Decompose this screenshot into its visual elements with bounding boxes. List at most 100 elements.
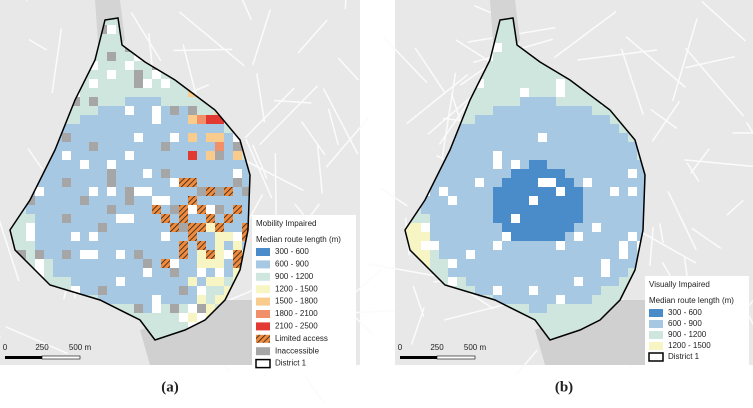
grid-cell bbox=[71, 187, 80, 196]
street bbox=[275, 153, 276, 224]
grid-cell bbox=[547, 277, 556, 286]
grid-cell bbox=[556, 232, 565, 241]
grid-cell bbox=[179, 223, 188, 232]
grid-cell bbox=[215, 214, 224, 223]
grid-cell bbox=[484, 250, 493, 259]
grid-cell bbox=[493, 223, 502, 232]
grid-cell bbox=[493, 70, 502, 79]
grid-cell bbox=[601, 259, 610, 268]
grid-cell bbox=[134, 277, 143, 286]
grid-cell bbox=[188, 241, 197, 250]
grid-cell bbox=[601, 151, 610, 160]
grid-cell bbox=[134, 79, 143, 88]
grid-cell bbox=[134, 61, 143, 70]
grid-cell bbox=[188, 187, 197, 196]
grid-cell bbox=[565, 124, 574, 133]
grid-cell bbox=[439, 250, 448, 259]
grid-cell bbox=[143, 232, 152, 241]
grid-cell bbox=[619, 151, 628, 160]
grid-cell bbox=[89, 178, 98, 187]
grid-cell bbox=[62, 169, 71, 178]
grid-cell bbox=[520, 142, 529, 151]
grid-cell bbox=[125, 88, 134, 97]
grid-cell bbox=[53, 241, 62, 250]
grid-cell bbox=[53, 277, 62, 286]
grid-cell bbox=[529, 160, 538, 169]
grid-cell bbox=[116, 250, 125, 259]
grid-cell bbox=[143, 250, 152, 259]
grid-cell bbox=[502, 286, 511, 295]
grid-cell bbox=[125, 241, 134, 250]
grid-cell bbox=[556, 178, 565, 187]
grid-cell bbox=[134, 196, 143, 205]
grid-cell bbox=[107, 61, 116, 70]
grid-cell bbox=[26, 250, 35, 259]
grid-cell bbox=[53, 268, 62, 277]
legend-label: District 1 bbox=[275, 359, 307, 368]
grid-cell bbox=[610, 268, 619, 277]
grid-cell bbox=[466, 250, 475, 259]
grid-cell bbox=[152, 160, 161, 169]
grid-cell bbox=[574, 241, 583, 250]
grid-cell bbox=[98, 205, 107, 214]
grid-cell bbox=[592, 250, 601, 259]
grid-cell bbox=[107, 205, 116, 214]
scale-label: 0 bbox=[398, 343, 403, 352]
grid-cell bbox=[215, 169, 224, 178]
grid-cell bbox=[179, 277, 188, 286]
grid-cell bbox=[161, 232, 170, 241]
grid-cell bbox=[565, 277, 574, 286]
grid-cell bbox=[583, 259, 592, 268]
grid-cell bbox=[161, 124, 170, 133]
grid-cell bbox=[143, 160, 152, 169]
grid-cell bbox=[592, 259, 601, 268]
grid-cell bbox=[224, 250, 233, 259]
grid-cell bbox=[565, 151, 574, 160]
grid-cell bbox=[206, 151, 215, 160]
grid-cell bbox=[233, 151, 242, 160]
grid-cell bbox=[116, 268, 125, 277]
grid-cell bbox=[475, 151, 484, 160]
grid-cell bbox=[574, 115, 583, 124]
grid-cell bbox=[493, 133, 502, 142]
grid-cell bbox=[511, 106, 520, 115]
grid-cell bbox=[502, 97, 511, 106]
grid-cell bbox=[547, 205, 556, 214]
grid-cell bbox=[44, 268, 53, 277]
grid-cell bbox=[502, 124, 511, 133]
grid-cell bbox=[547, 115, 556, 124]
grid-cell bbox=[484, 259, 493, 268]
grid-cell bbox=[125, 61, 134, 70]
grid-cell bbox=[601, 178, 610, 187]
grid-cell bbox=[143, 151, 152, 160]
grid-cell bbox=[628, 160, 637, 169]
grid-cell bbox=[179, 313, 188, 322]
grid-cell bbox=[89, 277, 98, 286]
grid-cell bbox=[143, 313, 152, 322]
grid-cell bbox=[116, 214, 125, 223]
grid-cell bbox=[107, 124, 116, 133]
grid-cell bbox=[565, 205, 574, 214]
grid-cell bbox=[601, 277, 610, 286]
grid-cell bbox=[143, 295, 152, 304]
grid-cell bbox=[529, 277, 538, 286]
grid-cell bbox=[125, 304, 134, 313]
grid-cell bbox=[601, 295, 610, 304]
grid-cell bbox=[197, 133, 206, 142]
grid-cell bbox=[475, 196, 484, 205]
grid-cell bbox=[44, 187, 53, 196]
grid-cell bbox=[538, 241, 547, 250]
grid-cell bbox=[457, 223, 466, 232]
legend-label: 2100 - 2500 bbox=[275, 322, 318, 331]
grid-cell bbox=[188, 160, 197, 169]
grid-cell bbox=[179, 259, 188, 268]
grid-cell bbox=[44, 196, 53, 205]
grid-cell bbox=[206, 133, 215, 142]
grid-cell bbox=[89, 196, 98, 205]
grid-cell bbox=[556, 250, 565, 259]
grid-cell bbox=[116, 52, 125, 61]
grid-cell bbox=[439, 223, 448, 232]
scale-label: 250 bbox=[35, 343, 49, 352]
grid-cell bbox=[610, 196, 619, 205]
